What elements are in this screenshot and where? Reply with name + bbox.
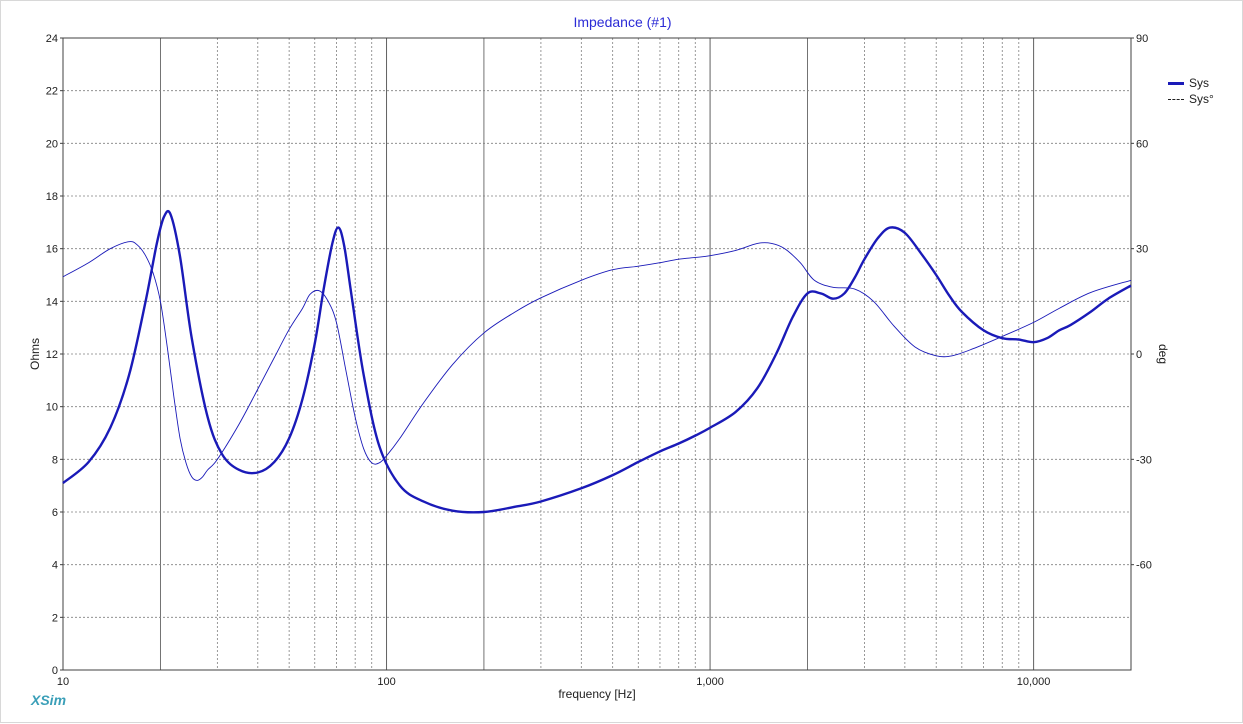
y-tick-label: 12 [46, 349, 58, 361]
y2-tick-label: 0 [1136, 349, 1142, 361]
y-tick-label: 10 [46, 402, 58, 414]
x-tick-label: 100 [377, 676, 395, 688]
x-tick-label: 10 [57, 676, 69, 688]
legend-item-sys-phase: Sys° [1168, 91, 1214, 107]
y2-tick-label: 30 [1136, 244, 1148, 256]
x-tick-label: 10,000 [1017, 676, 1051, 688]
y-tick-label: 2 [52, 612, 58, 624]
y2-tick-label: 90 [1136, 33, 1148, 45]
series-line-sys-phase [62, 241, 1132, 481]
y-tick-label: 6 [52, 507, 58, 519]
y-tick-label: 24 [46, 33, 58, 45]
legend: Sys Sys° [1168, 75, 1214, 107]
legend-swatch-sys [1168, 81, 1184, 85]
chart-title: Impedance (#1) [573, 14, 672, 30]
y-tick-label: 20 [46, 138, 58, 150]
brand-logo: XSim [31, 692, 67, 708]
y-tick-label: 18 [46, 191, 58, 203]
y-tick-label: 22 [46, 86, 58, 98]
y-tick-label: 0 [52, 665, 58, 677]
legend-label-sys-phase: Sys° [1189, 92, 1214, 106]
y-tick-label: 8 [52, 454, 58, 466]
legend-label-sys: Sys [1189, 76, 1210, 90]
legend-swatch-sys-phase [1168, 98, 1184, 100]
y2-axis-label: deg [1156, 344, 1170, 364]
y-tick-label: 14 [46, 296, 58, 308]
legend-item-sys: Sys [1168, 75, 1214, 91]
y2-tick-label: 60 [1136, 138, 1148, 150]
y2-tick-label: -30 [1136, 454, 1152, 466]
y-axis-label: Ohms [28, 338, 42, 370]
y-tick-label: 16 [46, 244, 58, 256]
series-line-sys [62, 209, 1132, 514]
x-tick-label: 1,000 [696, 676, 724, 688]
y2-tick-label: -60 [1136, 560, 1152, 572]
y-tick-label: 4 [52, 560, 58, 572]
x-axis-label: frequency [Hz] [558, 687, 635, 701]
